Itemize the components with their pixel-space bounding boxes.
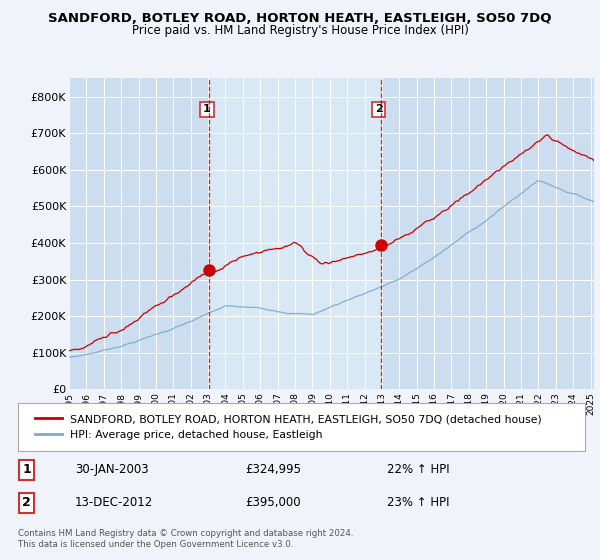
Text: £324,995: £324,995: [245, 463, 301, 476]
Legend: SANDFORD, BOTLEY ROAD, HORTON HEATH, EASTLEIGH, SO50 7DQ (detached house), HPI: : SANDFORD, BOTLEY ROAD, HORTON HEATH, EAS…: [29, 409, 547, 445]
Text: 23% ↑ HPI: 23% ↑ HPI: [386, 496, 449, 509]
Text: Price paid vs. HM Land Registry's House Price Index (HPI): Price paid vs. HM Land Registry's House …: [131, 24, 469, 36]
Text: 13-DEC-2012: 13-DEC-2012: [75, 496, 153, 509]
Bar: [209, 78, 381, 389]
Text: 1: 1: [22, 463, 31, 476]
Text: 2: 2: [375, 105, 382, 114]
Text: 30-JAN-2003: 30-JAN-2003: [75, 463, 148, 476]
Text: Contains HM Land Registry data © Crown copyright and database right 2024.
This d: Contains HM Land Registry data © Crown c…: [18, 529, 353, 549]
Text: 2: 2: [22, 496, 31, 509]
Text: £395,000: £395,000: [245, 496, 301, 509]
Text: 1: 1: [203, 105, 211, 114]
Text: SANDFORD, BOTLEY ROAD, HORTON HEATH, EASTLEIGH, SO50 7DQ: SANDFORD, BOTLEY ROAD, HORTON HEATH, EAS…: [48, 12, 552, 25]
Text: 22% ↑ HPI: 22% ↑ HPI: [386, 463, 449, 476]
